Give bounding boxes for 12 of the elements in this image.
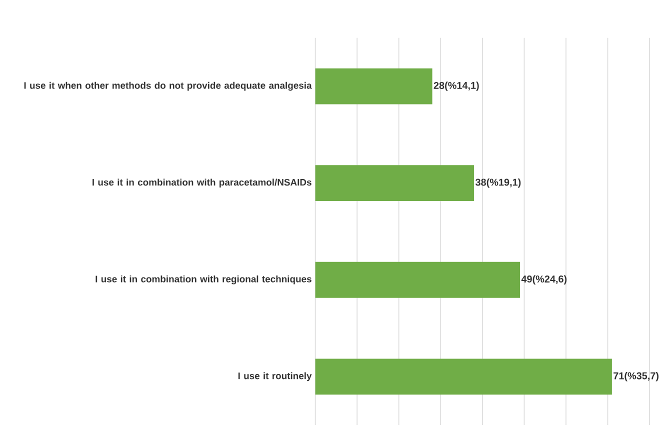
data-label: 38(%19,1) xyxy=(475,178,521,188)
data-label: 28(%14,1) xyxy=(434,82,479,91)
y-tick-label: I use it in combination with regional techniques xyxy=(96,275,312,284)
data-label: 71(%35,7) xyxy=(614,372,659,382)
bar xyxy=(315,165,474,202)
y-tick-label: I use it routinely xyxy=(238,372,312,382)
y-tick-label: I use it when other methods do not provide adequate analgesia xyxy=(24,82,312,91)
bar xyxy=(315,68,432,104)
data-label: 49(%24,6) xyxy=(521,275,567,285)
y-tick-label: I use it in combination with paracetamol/NSAIDs xyxy=(92,178,312,188)
bar xyxy=(315,262,520,298)
bar xyxy=(315,358,612,395)
